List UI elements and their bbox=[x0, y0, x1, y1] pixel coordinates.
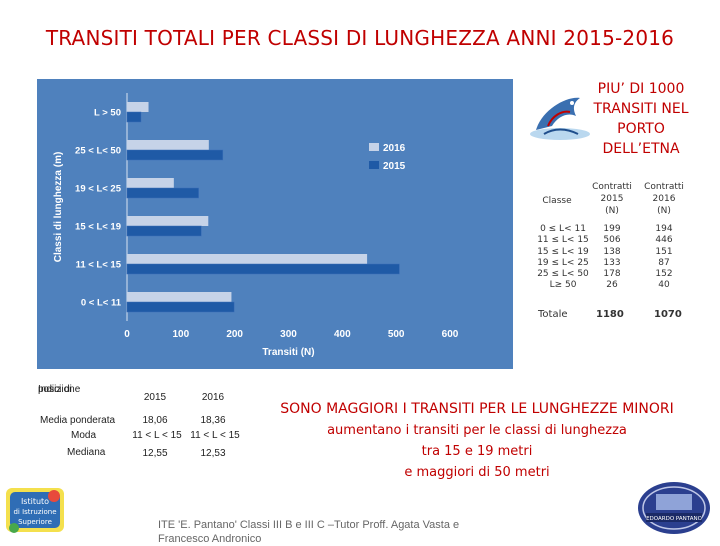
x-tick-label: 0 bbox=[124, 329, 130, 340]
bar-2015 bbox=[126, 225, 202, 237]
x-tick-label: 600 bbox=[442, 329, 459, 340]
total-2015: 1180 bbox=[596, 309, 624, 320]
x-tick-label: 400 bbox=[334, 329, 351, 340]
bar-2015 bbox=[126, 263, 400, 275]
svg-text:Istituto: Istituto bbox=[21, 497, 49, 506]
bar-2016 bbox=[127, 254, 368, 264]
bar-2016 bbox=[127, 216, 209, 226]
footer-line: Francesco Andronico bbox=[158, 533, 262, 545]
legend-swatch bbox=[369, 161, 379, 169]
bar-2015 bbox=[126, 149, 224, 161]
y-tick-label: 19 < L< 25 bbox=[75, 184, 122, 195]
total-label: Totale bbox=[538, 309, 568, 320]
table-cell: 11 ≤ L< 15 bbox=[537, 235, 589, 246]
table-cell: 152 bbox=[655, 269, 673, 280]
table-cell: 506 bbox=[603, 235, 621, 246]
legend-label: 2015 bbox=[383, 161, 406, 172]
conclusion-line: SONO MAGGIORI I TRANSITI PER LE LUNGHEZZ… bbox=[280, 401, 674, 417]
class-column: 0 ≤ L< 11 11 ≤ L< 15 15 ≤ L< 19 19 ≤ L< … bbox=[532, 224, 594, 292]
legend-label: 2016 bbox=[383, 143, 406, 154]
conclusion-line: tra 15 e 19 metri bbox=[421, 444, 533, 459]
conclusion-text: SONO MAGGIORI I TRANSITI PER LE LUNGHEZZ… bbox=[262, 398, 692, 483]
stats-header-2015: 2015 bbox=[143, 392, 167, 403]
stats-row-label: Moda bbox=[71, 430, 97, 441]
legend-swatch bbox=[369, 143, 379, 151]
svg-text:di Istruzione: di Istruzione bbox=[13, 508, 56, 516]
slide-title: TRANSITI TOTALI PER CLASSI DI LUNGHEZZA … bbox=[45, 26, 675, 50]
total-2016: 1070 bbox=[654, 309, 682, 320]
y-tick-label: L > 50 bbox=[94, 108, 121, 119]
bar-2015 bbox=[126, 111, 142, 123]
table-cell: 19 ≤ L< 25 bbox=[537, 257, 589, 268]
footer-credits: ITE 'E. Pantano' Classi III B e III C –T… bbox=[158, 518, 518, 546]
x-tick-label: 500 bbox=[388, 329, 405, 340]
school-logo-right-icon: EDOARDO PANTANO bbox=[638, 482, 710, 534]
table-cell: 26 bbox=[606, 280, 618, 291]
table-cell: 194 bbox=[655, 224, 673, 234]
chart-canvas: 0 < L< 11 11 < L< 15 15 < L< 19 19 < L< 25 2… bbox=[53, 93, 459, 358]
table-cell: 15 ≤ L< 19 bbox=[537, 246, 589, 257]
table-cell: 0 ≤ L< 11 bbox=[540, 224, 586, 234]
side-note-line: PORTO bbox=[617, 121, 665, 137]
bar-2015 bbox=[126, 187, 199, 199]
table-cell: 40 bbox=[658, 280, 670, 291]
dolphin-logo-icon bbox=[530, 97, 590, 140]
table-cell: L≥ 50 bbox=[549, 280, 577, 291]
side-note-line: TRANSITI NEL bbox=[593, 101, 689, 117]
bar-2016 bbox=[127, 140, 209, 150]
stats-row-label: Mediana bbox=[67, 447, 106, 458]
bar-2016 bbox=[127, 292, 232, 302]
conclusion-line: e maggiori di 50 metri bbox=[404, 465, 550, 480]
svg-text:Superiore: Superiore bbox=[18, 518, 52, 526]
stats-cell: 11 < L < 15 bbox=[132, 430, 182, 441]
bar-2016 bbox=[127, 102, 149, 112]
header-2015: Contratti 2015 (N) bbox=[592, 182, 632, 216]
conclusion-line: aumentano i transiti per le classi di lu… bbox=[327, 423, 627, 438]
school-logo-left-icon: Istituto di Istruzione Superiore bbox=[6, 488, 64, 533]
table-cell: 151 bbox=[655, 246, 673, 257]
y-tick-label: 25 < L< 50 bbox=[75, 146, 121, 157]
y-tick-label: 15 < L< 19 bbox=[75, 222, 121, 233]
values-2015-column: 199 506 138 133 178 26 bbox=[596, 224, 628, 292]
stats-cell: 18,36 bbox=[200, 415, 226, 426]
side-note-line: PIU’ DI 1000 bbox=[597, 81, 685, 97]
table-cell: 178 bbox=[603, 269, 621, 280]
table-cell: 446 bbox=[655, 235, 673, 246]
bar-2015 bbox=[126, 301, 235, 313]
svg-text:EDOARDO PANTANO: EDOARDO PANTANO bbox=[646, 516, 702, 522]
table-cell: 199 bbox=[603, 224, 621, 234]
footer-line: ITE 'E. Pantano' Classi III B e III C –T… bbox=[158, 519, 460, 531]
stats-cell: 18,06 bbox=[142, 415, 168, 426]
stats-cell: 12,53 bbox=[200, 448, 226, 459]
header-classe: Classe bbox=[542, 196, 572, 206]
values-2016-column: 194 446 151 87 152 40 bbox=[648, 224, 680, 292]
stats-cell: 12,55 bbox=[142, 448, 168, 459]
stats-header-2016: 2016 bbox=[201, 392, 225, 403]
table-cell: 87 bbox=[658, 257, 670, 268]
header-2016: Contratti 2016 (N) bbox=[644, 182, 684, 216]
bar-chart: 0 < L< 11 11 < L< 15 15 < L< 19 19 < L< 25 2… bbox=[37, 79, 513, 369]
stats-cell: 11 < L < 15 bbox=[190, 430, 240, 441]
x-tick-label: 300 bbox=[280, 329, 297, 340]
y-axis-title: Classi di lunghezza (m) bbox=[53, 152, 64, 263]
x-axis-title: Transiti (N) bbox=[262, 347, 314, 358]
x-tick-label: 200 bbox=[226, 329, 243, 340]
side-note-line: DELL’ETNA bbox=[602, 141, 680, 157]
bar-2016 bbox=[127, 178, 174, 188]
side-note: PIU’ DI 1000 TRANSITI NEL PORTO DELL’ETN… bbox=[576, 79, 706, 159]
x-tick-label: 100 bbox=[172, 329, 189, 340]
y-tick-label: 11 < L< 15 bbox=[76, 260, 122, 271]
table-cell: 133 bbox=[603, 257, 621, 268]
table-cell: 138 bbox=[603, 246, 621, 257]
stats-row-label: Media ponderata bbox=[40, 415, 116, 426]
table-cell: 25 ≤ L< 50 bbox=[537, 269, 589, 280]
y-tick-label: 0 < L< 11 bbox=[81, 298, 122, 309]
